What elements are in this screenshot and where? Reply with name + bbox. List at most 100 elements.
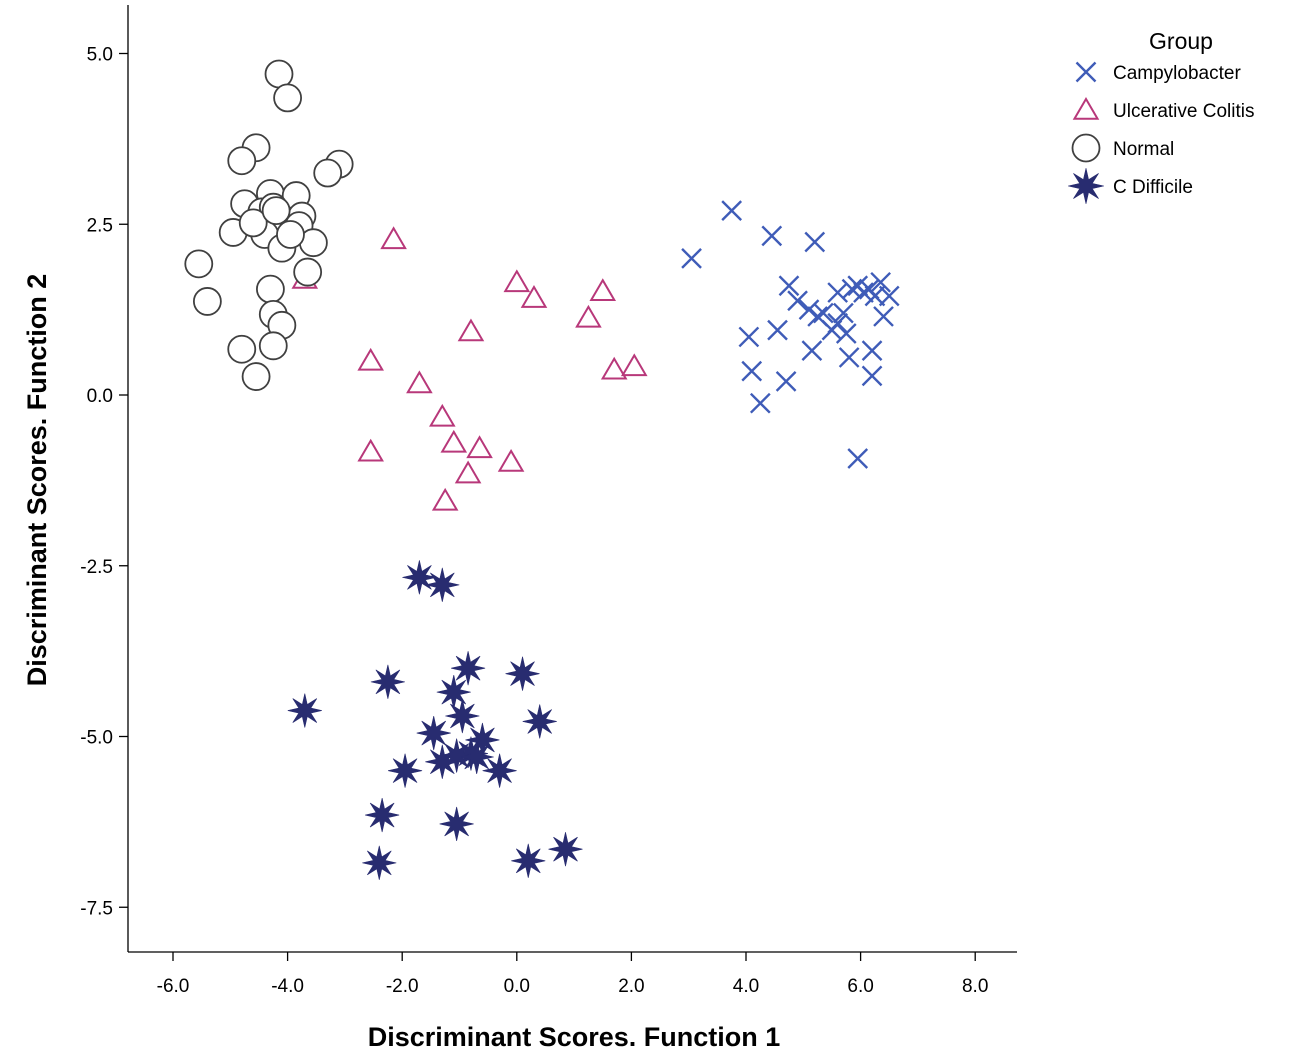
data-point <box>402 560 437 595</box>
data-point <box>227 334 257 364</box>
x-tick-label: -6.0 <box>157 976 190 997</box>
data-point <box>264 59 294 89</box>
data-point <box>861 365 883 387</box>
legend: Group Campylobacter Ulcerative Colitis Nor… <box>1068 28 1254 204</box>
data-point <box>273 83 303 113</box>
data-point <box>258 331 288 361</box>
data-point <box>287 693 322 728</box>
x-tick-label: -2.0 <box>386 976 419 997</box>
data-point <box>387 753 423 788</box>
x-tick-label: 2.0 <box>618 976 644 997</box>
data-point <box>575 304 602 328</box>
legend-label: C Difficile <box>1113 177 1193 198</box>
data-point <box>600 356 628 380</box>
data-point <box>511 843 546 878</box>
data-point <box>313 158 343 188</box>
data-point <box>749 392 771 414</box>
data-point <box>761 225 783 247</box>
data-point <box>841 278 863 300</box>
data-point <box>416 716 451 751</box>
data-point <box>184 249 214 279</box>
data-point <box>833 302 854 324</box>
data-point <box>370 664 405 699</box>
legend-item: Campylobacter <box>1075 61 1241 84</box>
legend-label: Campylobacter <box>1113 63 1241 84</box>
data-point <box>738 326 760 348</box>
data-point <box>261 196 291 225</box>
data-point <box>838 347 860 368</box>
y-ticks: 5.0 2.5 0.0 -2.5 -5.0 -7.5 <box>80 45 128 919</box>
data-point <box>362 845 397 880</box>
data-point <box>681 248 702 269</box>
data-point <box>778 275 800 297</box>
data-point <box>813 302 834 324</box>
data-point <box>256 274 285 304</box>
data-point <box>227 146 257 176</box>
data-point <box>238 208 268 238</box>
data-point <box>425 567 460 602</box>
y-tick-label: 0.0 <box>87 386 113 407</box>
series-star <box>287 560 583 880</box>
y-tick-label: 2.5 <box>87 215 113 236</box>
y-tick-label: -2.5 <box>80 557 113 578</box>
x-tick-label: 4.0 <box>733 976 759 997</box>
data-point <box>804 231 826 253</box>
data-point <box>801 340 823 361</box>
data-point <box>241 362 271 391</box>
data-point <box>425 744 460 779</box>
data-point <box>827 282 849 303</box>
data-point <box>459 739 494 775</box>
legend-label: Normal <box>1113 139 1174 160</box>
y-tick-label: 5.0 <box>87 45 113 66</box>
legend-marker <box>1071 133 1101 163</box>
data-point <box>503 269 531 293</box>
data-point <box>497 448 525 472</box>
plot-points <box>184 59 900 880</box>
data-point <box>440 429 468 453</box>
series-x <box>681 200 900 469</box>
data-point <box>439 806 474 841</box>
data-point <box>620 353 648 377</box>
data-point <box>548 832 583 867</box>
data-point <box>454 460 482 484</box>
data-point <box>878 285 900 307</box>
x-tick-label: 6.0 <box>847 976 873 997</box>
data-point <box>798 299 820 320</box>
data-point <box>466 435 493 459</box>
data-point <box>505 656 540 691</box>
data-point <box>589 278 617 301</box>
legend-item: Normal <box>1071 133 1174 163</box>
data-point <box>870 271 892 293</box>
data-point <box>436 675 471 710</box>
data-point <box>431 487 459 511</box>
data-point <box>721 200 743 221</box>
legend-marker <box>1068 168 1104 204</box>
data-point <box>861 340 883 361</box>
x-tick-label: 8.0 <box>962 976 988 997</box>
legend-item: C Difficile <box>1068 168 1193 204</box>
data-point <box>520 285 548 308</box>
legend-marker <box>1072 97 1100 120</box>
data-point <box>445 698 480 734</box>
data-point <box>853 282 874 303</box>
data-point <box>406 370 433 394</box>
x-tick-label: -4.0 <box>271 976 304 997</box>
data-point <box>767 319 788 341</box>
data-point <box>365 797 400 833</box>
x-axis-title: Discriminant Scores. Function 1 <box>368 1022 781 1052</box>
data-point <box>276 220 305 249</box>
data-point <box>873 306 894 327</box>
y-tick-label: -5.0 <box>80 728 113 749</box>
data-point <box>451 651 486 686</box>
axes <box>127 5 1017 953</box>
legend-title: Group <box>1149 28 1213 54</box>
y-axis-title: Discriminant Scores. Function 2 <box>22 274 52 687</box>
data-point <box>429 403 456 427</box>
y-tick-label: -7.5 <box>80 898 113 919</box>
data-point <box>482 753 517 788</box>
x-ticks: -6.0 -4.0 -2.0 0.0 2.0 4.0 6.0 8.0 <box>157 952 988 997</box>
data-point <box>457 318 485 342</box>
legend-item: Ulcerative Colitis <box>1072 97 1254 122</box>
data-point <box>522 704 557 739</box>
